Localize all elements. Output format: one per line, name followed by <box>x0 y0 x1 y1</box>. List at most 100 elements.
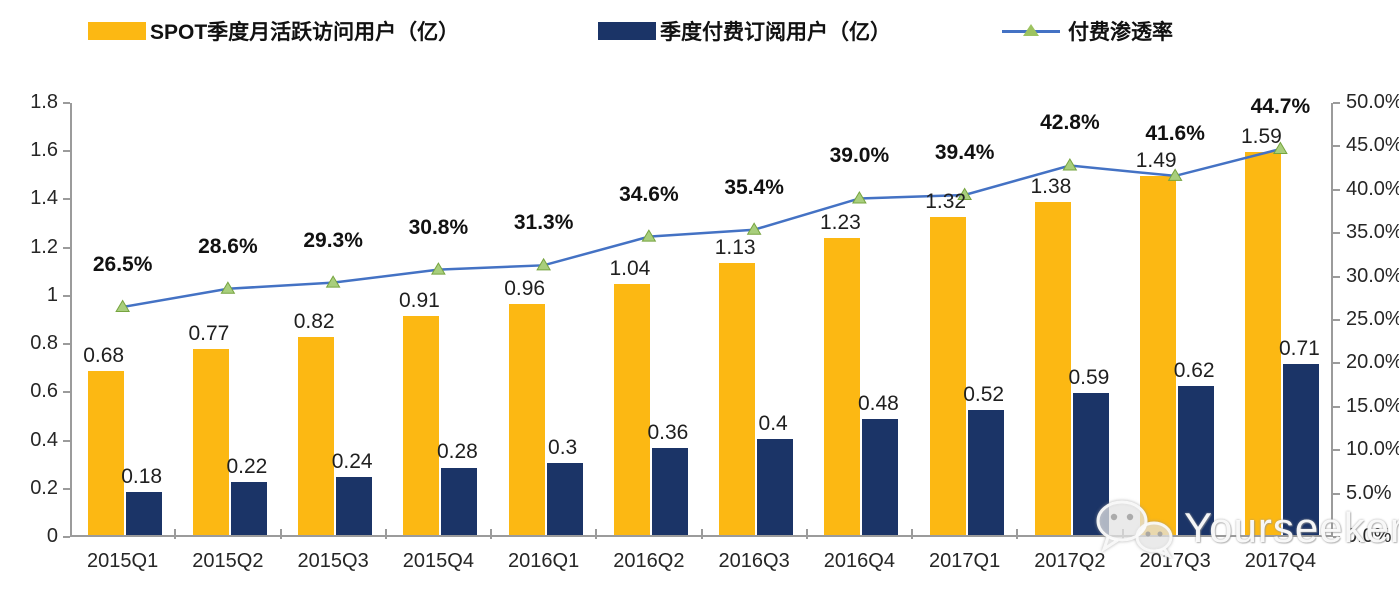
x-axis-category-label: 2017Q1 <box>929 550 1001 572</box>
percent-label: 42.8% <box>1040 111 1100 135</box>
percent-label: 39.0% <box>829 144 890 168</box>
y-axis-tick-label-left: 0 <box>46 525 58 547</box>
y-axis-tick-label-left: 1 <box>46 283 58 306</box>
x-axis-category-label: 2017Q2 <box>1034 550 1106 572</box>
x-axis-tick <box>490 529 492 539</box>
bar-label-mau: 1.49 <box>1135 148 1177 172</box>
plot-area <box>70 103 1333 537</box>
y-axis-tick-right <box>1333 449 1340 452</box>
y-axis-tick-label-left: 0.2 <box>30 476 58 499</box>
bar-subscribers <box>441 467 478 535</box>
line-marker-triangle <box>641 229 657 242</box>
y-axis-tick-right <box>1333 405 1340 408</box>
x-axis-tick <box>384 529 387 539</box>
bar-mau <box>824 238 861 535</box>
legend-label-subscribers: 季度付费订阅用户（亿） <box>660 21 891 44</box>
bar-mau <box>1245 151 1282 535</box>
bar-label-subscribers: 0.3 <box>548 435 578 459</box>
bar-label-subscribers: 0.48 <box>857 392 899 416</box>
bar-subscribers <box>1178 385 1215 535</box>
percent-label: 29.3% <box>303 228 363 252</box>
bar-subscribers <box>230 481 267 535</box>
bar-mau <box>929 216 966 535</box>
bar-subscribers <box>862 419 899 535</box>
bar-label-subscribers: 0.18 <box>121 464 163 488</box>
x-axis-category-label: 2016Q4 <box>823 550 895 572</box>
bar-label-mau: 1.38 <box>1030 175 1072 199</box>
y-axis-tick-right <box>1333 188 1340 191</box>
y-axis-tick-left <box>63 102 70 104</box>
y-axis-tick-label-right: 0.0% <box>1346 525 1392 547</box>
legend-item-penetration: 付费渗透率 <box>1002 18 1173 44</box>
y-axis-tick-left <box>63 536 70 538</box>
y-axis-tick-right <box>1333 145 1340 148</box>
triangle-marker-icon <box>1023 24 1039 36</box>
percent-label: 34.6% <box>619 182 679 206</box>
bar-subscribers <box>967 409 1004 535</box>
x-axis-category-label: 2015Q2 <box>192 550 264 572</box>
y-axis-tick-label-left: 1.8 <box>30 91 58 113</box>
bar-mau <box>403 315 440 535</box>
bar-subscribers <box>546 462 583 535</box>
y-axis-tick-right <box>1333 319 1340 321</box>
x-axis-tick <box>700 529 703 539</box>
legend-swatch-subscribers <box>598 22 656 40</box>
x-axis-tick <box>1121 529 1124 539</box>
line-marker-triangle <box>220 281 236 294</box>
x-axis-tick <box>174 529 177 539</box>
y-axis-tick-right <box>1333 362 1340 365</box>
x-axis-category-label: 2015Q1 <box>87 550 159 572</box>
y-axis-tick-label-right: 15.0% <box>1346 394 1399 417</box>
line-marker-triangle <box>1062 158 1078 171</box>
y-axis-tick-label-right: 40.0% <box>1346 177 1399 200</box>
bar-label-subscribers: 0.24 <box>331 450 373 474</box>
bar-mau <box>87 371 124 535</box>
y-axis-tick-left <box>63 487 70 490</box>
legend-item-mau: SPOT季度月活跃访问用户（亿） <box>88 18 459 44</box>
bar-label-mau: 1.32 <box>925 189 967 213</box>
bar-label-subscribers: 0.36 <box>647 421 689 445</box>
legend-line-sample <box>1002 22 1060 40</box>
bar-mau <box>192 349 229 535</box>
y-axis-tick-right <box>1333 536 1340 538</box>
bar-label-mau: 0.68 <box>83 344 125 368</box>
bar-label-subscribers: 0.52 <box>963 382 1005 406</box>
y-axis-tick-left <box>63 391 70 394</box>
bar-mau <box>1140 175 1177 535</box>
line-marker-triangle <box>115 299 131 312</box>
bar-subscribers <box>757 438 794 535</box>
legend-label-penetration: 付费渗透率 <box>1068 21 1173 44</box>
bar-label-mau: 1.04 <box>609 257 651 281</box>
y-axis-tick-label-right: 35.0% <box>1346 221 1399 244</box>
y-axis-tick-left <box>63 439 70 442</box>
y-axis-tick-label-left: 0.4 <box>30 428 58 451</box>
legend-label-mau: SPOT季度月活跃访问用户（亿） <box>150 21 460 44</box>
x-axis-category-label: 2017Q3 <box>1139 550 1211 572</box>
percent-label: 39.4% <box>934 141 995 164</box>
x-axis-category-label: 2016Q2 <box>613 550 685 572</box>
bar-label-mau: 1.13 <box>714 235 756 259</box>
bar-label-mau: 0.77 <box>188 322 230 346</box>
y-axis-tick-right <box>1333 275 1340 278</box>
x-axis-tick <box>911 529 913 539</box>
legend-swatch-mau <box>88 22 146 40</box>
bar-label-mau: 1.23 <box>819 211 861 235</box>
legend-item-subscribers: 季度付费订阅用户（亿） <box>598 18 891 44</box>
y-axis-tick-left <box>63 294 70 297</box>
bar-label-subscribers: 0.62 <box>1173 358 1215 382</box>
y-axis-tick-label-left: 1.6 <box>30 139 58 162</box>
line-marker-triangle <box>536 257 552 271</box>
x-axis-tick <box>595 529 598 539</box>
line-marker-triangle <box>1272 141 1288 155</box>
line-marker-triangle <box>325 275 341 288</box>
y-axis-tick-label-right: 20.0% <box>1346 351 1399 374</box>
bar-mau <box>298 337 335 535</box>
bar-label-mau: 1.59 <box>1240 124 1282 148</box>
y-axis-tick-left <box>63 198 70 201</box>
bar-subscribers <box>125 491 162 535</box>
bar-label-subscribers: 0.59 <box>1068 365 1110 389</box>
x-axis-category-label: 2015Q4 <box>402 550 474 572</box>
percent-label: 41.6% <box>1145 121 1205 145</box>
percent-label: 44.7% <box>1250 95 1311 118</box>
